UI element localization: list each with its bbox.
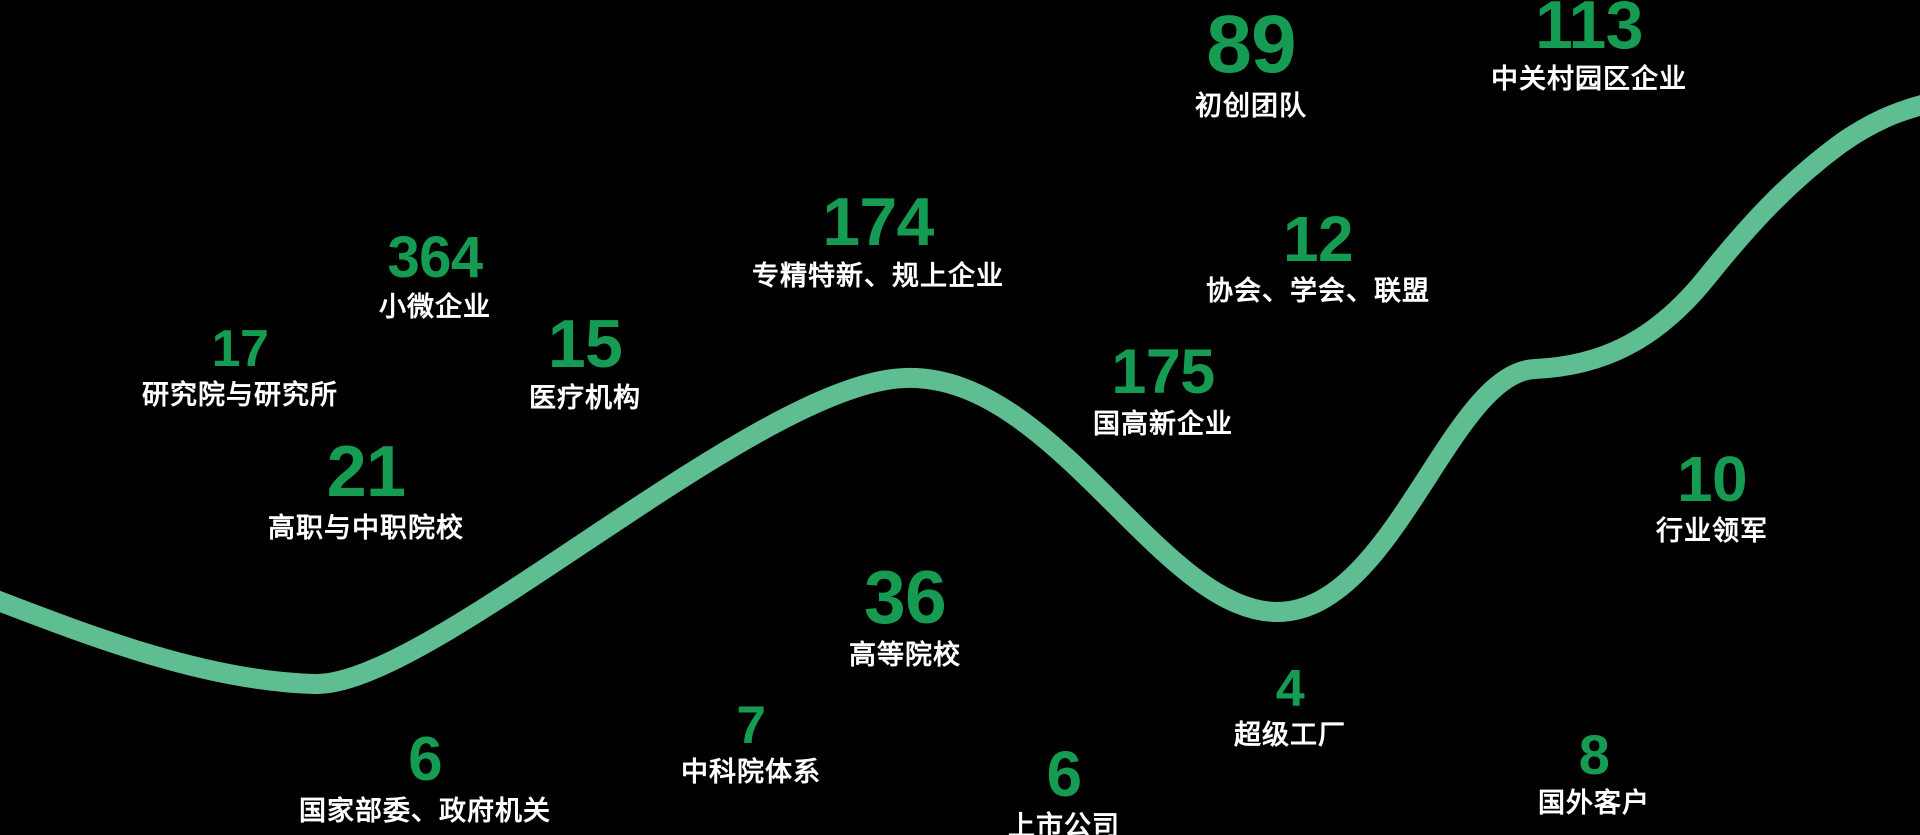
stat-label: 国家部委、政府机关	[299, 796, 551, 826]
stat-value: 6	[1046, 738, 1083, 810]
stat-universities: 36 高等院校	[849, 560, 961, 671]
stat-label: 超级工厂	[1234, 720, 1346, 750]
stat-value: 21	[326, 432, 406, 512]
stat-value: 4	[1275, 660, 1305, 718]
stat-overseas-clients: 8 国外客户	[1538, 727, 1650, 819]
stat-value: 6	[408, 725, 442, 794]
stat-vocational-colleges: 21 高职与中职院校	[268, 436, 464, 544]
stat-value: 175	[1111, 337, 1215, 407]
stat-super-factories: 4 超级工厂	[1234, 663, 1346, 751]
stat-label: 国高新企业	[1093, 409, 1233, 439]
stat-medical-institutions: 15 医疗机构	[529, 310, 641, 414]
stat-label: 中科院体系	[681, 757, 821, 787]
stat-label: 专精特新、规上企业	[752, 261, 1004, 291]
stat-label: 上市公司	[1008, 811, 1120, 835]
stat-value: 113	[1535, 0, 1643, 63]
stat-value: 36	[864, 555, 947, 639]
stat-value: 7	[736, 696, 766, 755]
stat-value: 174	[822, 184, 934, 260]
stat-small-micro-enterprises: 364 小微企业	[379, 229, 491, 323]
stat-cas-system: 7 中科院体系	[681, 699, 821, 788]
stat-national-hightech-enterprises: 175 国高新企业	[1093, 341, 1233, 440]
stat-value: 17	[211, 320, 269, 378]
stat-associations-alliances: 12 协会、学会、联盟	[1206, 207, 1430, 307]
stat-label: 协会、学会、联盟	[1206, 276, 1430, 306]
stat-startup-teams: 89 初创团队	[1195, 4, 1307, 122]
stat-label: 中关村园区企业	[1491, 64, 1687, 94]
stat-listed-companies: 6 上市公司	[1008, 742, 1120, 835]
stat-label: 小微企业	[379, 292, 491, 322]
stat-value: 10	[1677, 443, 1748, 515]
stat-zgc-park-enterprises: 113 中关村园区企业	[1491, 0, 1687, 95]
stat-label: 初创团队	[1195, 91, 1307, 121]
stat-label: 行业领军	[1656, 516, 1768, 546]
stat-value: 364	[387, 225, 483, 290]
stat-value: 8	[1578, 723, 1610, 786]
stat-label: 高职与中职院校	[268, 513, 464, 543]
trend-curve	[0, 95, 1920, 695]
stat-label: 研究院与研究所	[142, 380, 338, 410]
stat-value: 12	[1283, 203, 1354, 275]
stat-label: 医疗机构	[529, 383, 641, 413]
stat-label: 高等院校	[849, 640, 961, 670]
stat-government-agencies: 6 国家部委、政府机关	[299, 729, 551, 827]
stat-research-institutes: 17 研究院与研究所	[142, 323, 338, 411]
stat-value: 89	[1206, 0, 1296, 90]
stat-specialized-enterprises: 174 专精特新、规上企业	[752, 188, 1004, 292]
stat-label: 国外客户	[1538, 788, 1650, 818]
stat-value: 15	[547, 306, 623, 382]
stat-industry-leaders: 10 行业领军	[1656, 447, 1768, 547]
